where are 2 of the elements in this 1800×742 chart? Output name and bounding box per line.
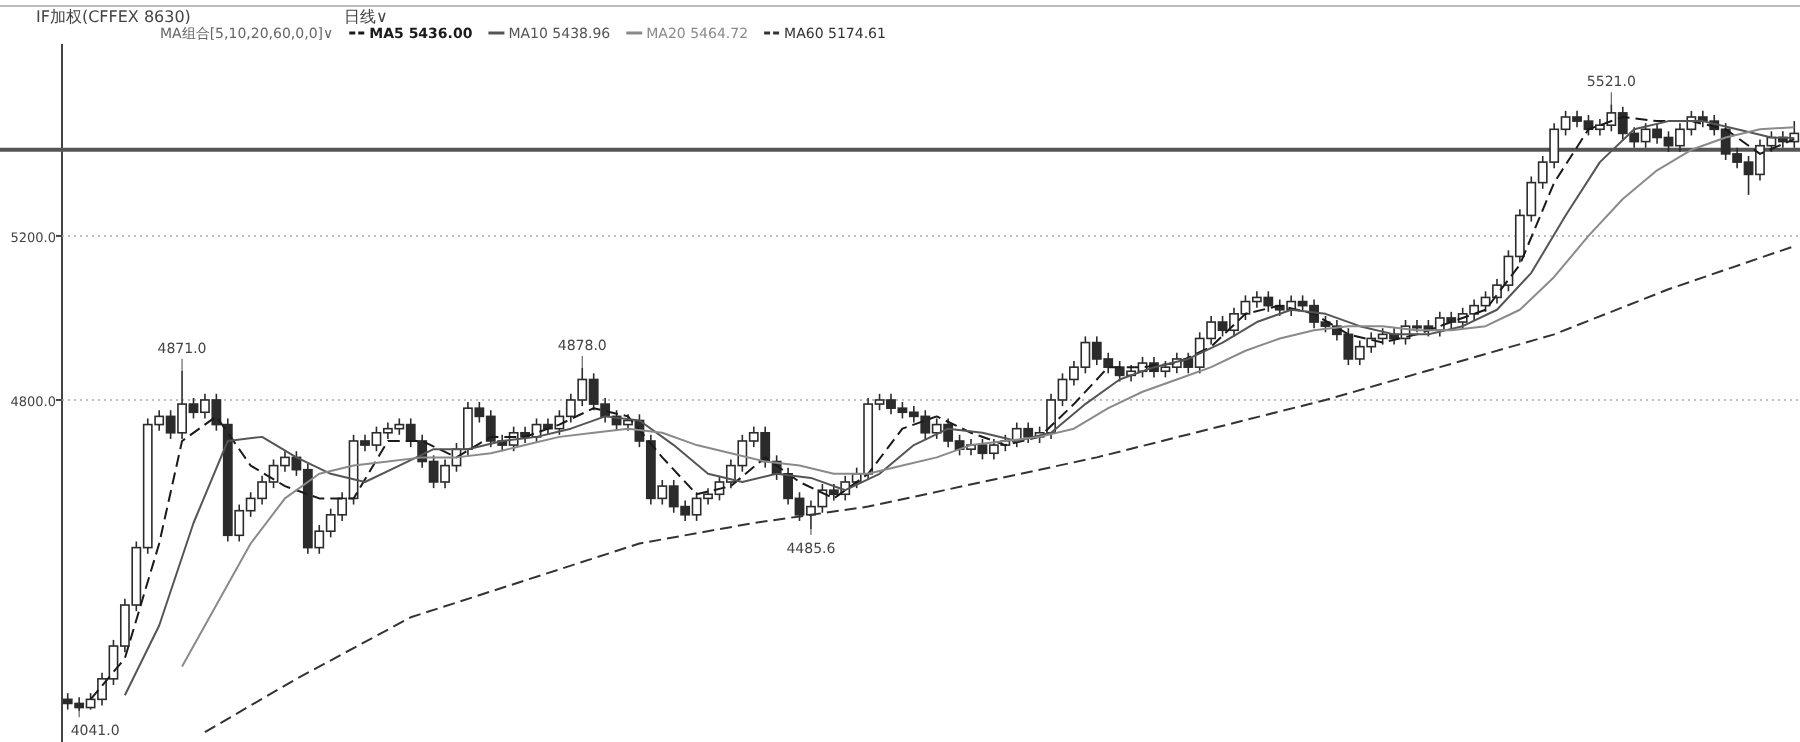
chart-subtitle: 日线∨ — [344, 8, 388, 26]
chart-title: IF加权(CFFEX 8630) — [36, 8, 191, 26]
